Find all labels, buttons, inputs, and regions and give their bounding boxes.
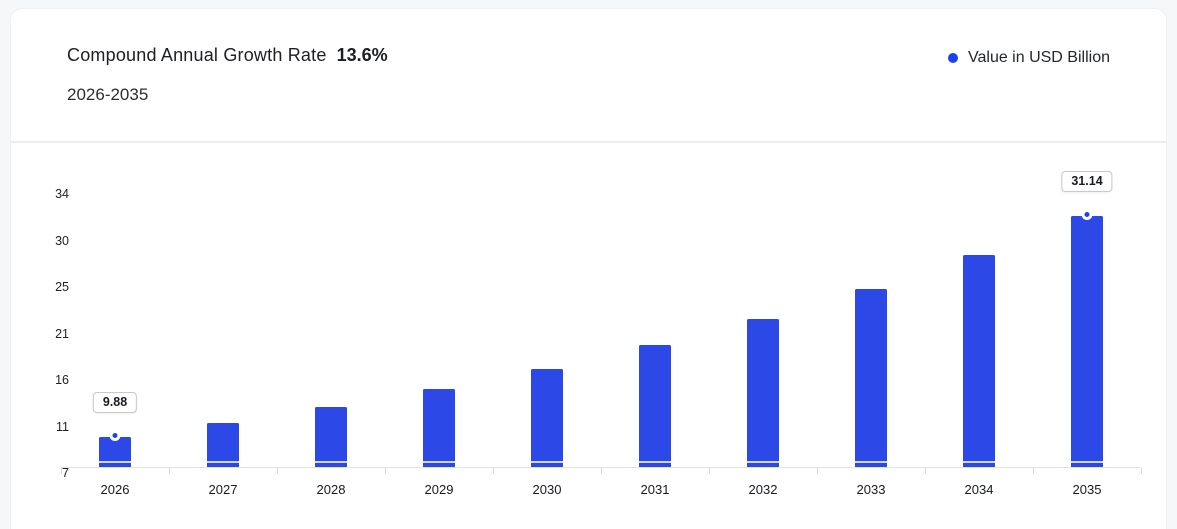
y-axis-tick-label: 11	[56, 419, 69, 434]
bar-base-stripe	[1071, 461, 1103, 463]
bar-chart: 34 30 25 21 16 11 7 9.88 31.14 2026 2027 2028 2029…	[11, 143, 1166, 529]
x-axis-tick	[61, 468, 62, 474]
x-axis-tick	[709, 468, 710, 474]
x-axis-tick	[493, 468, 494, 474]
bar-base-stripe	[423, 461, 455, 463]
bar-base-stripe	[207, 461, 239, 463]
x-axis-label-2032: 2032	[748, 482, 778, 497]
chart-card: Compound Annual Growth Rate 13.6% 2026-2…	[10, 8, 1167, 529]
x-axis-tick	[925, 468, 926, 474]
x-axis-label-2034: 2034	[964, 482, 994, 497]
x-axis-tick	[1033, 468, 1034, 474]
value-tooltip-2026: 9.88	[92, 392, 138, 413]
chart-subtitle: 2026-2035	[67, 85, 149, 104]
bar-2026[interactable]: 9.88	[92, 392, 138, 467]
bar-2034[interactable]	[963, 255, 995, 467]
x-axis-tick	[1141, 468, 1142, 474]
bar-base-stripe	[531, 461, 563, 463]
bar-2029[interactable]	[423, 389, 455, 467]
x-axis-label-2030: 2030	[532, 482, 562, 497]
x-axis-label-2027: 2027	[208, 482, 238, 497]
chart-title: Compound Annual Growth Rate	[67, 45, 327, 65]
plot-area: 9.88 31.14	[61, 171, 1142, 474]
x-axis-tick	[277, 468, 278, 474]
x-axis-tick	[169, 468, 170, 474]
bar-2027[interactable]	[207, 423, 239, 467]
title-row: Compound Annual Growth Rate 13.6%	[67, 45, 388, 66]
y-axis-tick-label: 7	[62, 466, 69, 480]
bar-base-stripe	[639, 461, 671, 463]
bar-base-stripe	[963, 461, 995, 463]
data-point-marker	[109, 430, 121, 441]
y-axis-tick-label: 25	[55, 280, 69, 294]
bar-base-stripe	[855, 461, 887, 463]
bar-2030[interactable]	[531, 369, 563, 467]
bar-2033[interactable]	[855, 289, 887, 467]
bar-2032[interactable]	[747, 319, 779, 467]
x-axis-tick	[601, 468, 602, 474]
x-axis-tick	[385, 468, 386, 474]
legend-dot-icon	[948, 53, 958, 63]
x-axis-label-2026: 2026	[100, 482, 130, 497]
bar-2031[interactable]	[639, 345, 671, 467]
header-divider	[11, 141, 1166, 143]
y-axis-tick-label: 16	[55, 373, 69, 387]
x-axis-tick	[817, 468, 818, 474]
bar-base-stripe	[747, 461, 779, 463]
x-axis-label-2029: 2029	[424, 482, 454, 497]
chart-header: Compound Annual Growth Rate 13.6% 2026-2…	[11, 9, 1166, 143]
x-axis-label-2028: 2028	[316, 482, 346, 497]
x-axis-label-2033: 2033	[856, 482, 886, 497]
bar-2035[interactable]: 31.14	[1061, 171, 1113, 467]
bar-2028[interactable]	[315, 407, 347, 467]
bar-base-stripe	[315, 461, 347, 463]
y-axis-tick-label: 34	[55, 187, 69, 201]
y-axis-tick-label: 21	[55, 326, 69, 341]
data-point-marker	[1081, 209, 1093, 220]
x-axis-line	[61, 467, 1141, 468]
y-axis-tick-label: 30	[55, 233, 69, 248]
value-tooltip-2035: 31.14	[1061, 171, 1113, 192]
cagr-value: 13.6%	[336, 45, 388, 65]
legend-label: Value in USD Billion	[968, 49, 1110, 66]
legend-item[interactable]: Value in USD Billion	[948, 49, 1110, 67]
x-axis-label-2035: 2035	[1072, 482, 1102, 497]
bar-base-stripe	[99, 461, 131, 463]
x-axis-label-2031: 2031	[640, 482, 670, 497]
